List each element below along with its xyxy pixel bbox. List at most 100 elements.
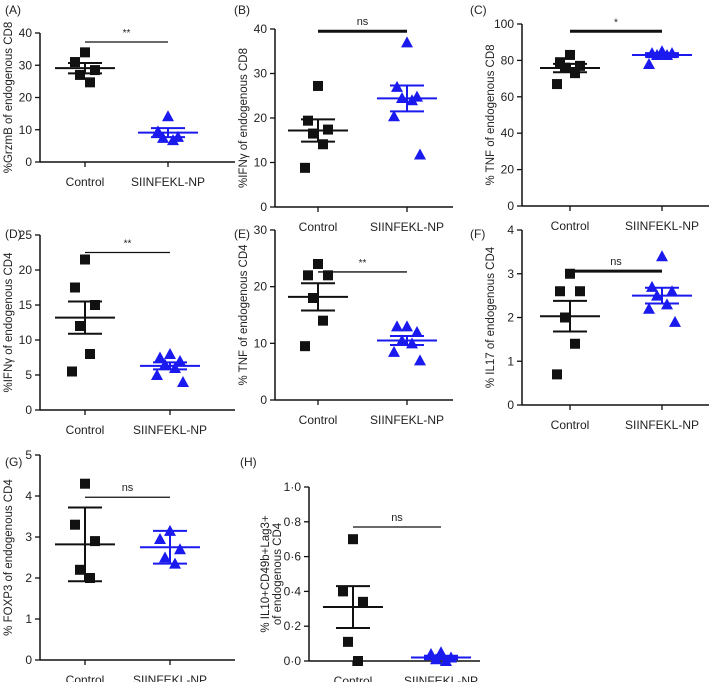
y-tick-label: 0 (260, 200, 267, 214)
y-tick-label: 10 (254, 156, 268, 170)
y-tick-label: 0·8 (284, 515, 302, 529)
y-tick-label: 0 (25, 403, 32, 417)
data-point-control (80, 478, 90, 489)
significance-label: ** (124, 239, 132, 250)
y-tick-label: 2 (25, 571, 32, 585)
data-point-control (565, 268, 575, 279)
significance-label: ns (610, 256, 622, 268)
x-tick-label: SIINFEKL-NP (133, 673, 207, 682)
data-point-control (303, 115, 313, 126)
panel-label: (E) (234, 227, 250, 241)
data-point-control (343, 636, 353, 647)
x-tick-label: Control (66, 175, 105, 189)
data-point-control (70, 519, 80, 530)
y-tick-label: 5 (25, 368, 32, 382)
data-point-treated (435, 646, 447, 658)
y-axis-label: % IL17 of endogenous CD4 (485, 246, 497, 388)
data-point-control (358, 596, 368, 607)
data-point-treated (643, 302, 655, 314)
panel-label: (F) (470, 227, 485, 241)
data-point-treated (440, 655, 452, 666)
y-axis-label: %IFNγ of endogenous CD8 (238, 48, 250, 188)
y-tick-label: 4 (507, 223, 514, 237)
panel-g: (G) 0 1 2 3 4 5 % FOXP3 of endogenous CD4 Contro… (3, 448, 235, 687)
y-tick-label: 0 (260, 393, 267, 407)
y-axis-label: %GrzmB of endogenous CD8 (3, 22, 15, 174)
panel-f: (F) 0 1 2 3 4 % IL17 of endogenous CD4 Control S… (470, 223, 709, 432)
significance-label: ns (391, 512, 403, 524)
data-point-control (570, 338, 580, 349)
y-tick-label: 40 (501, 126, 515, 140)
x-tick-label: SIINFEKL-NP (404, 674, 478, 682)
x-tick-label: SIINFEKL-NP (133, 423, 207, 437)
panel-label: (B) (234, 3, 250, 17)
y-tick-label: 0 (25, 155, 32, 169)
data-point-control (323, 270, 333, 281)
data-point-control (313, 259, 323, 269)
y-axis-label: of endogenous CD4 (272, 522, 284, 625)
x-tick-label: Control (551, 219, 590, 233)
panel-e: (E) 0 10 20 30 % TNF of endogenous CD4 Control… (234, 223, 453, 427)
data-point-control (552, 369, 562, 380)
data-point-control (80, 47, 90, 58)
y-tick-label: 3 (25, 530, 32, 544)
panel-label: (C) (470, 3, 487, 17)
significance-label: * (614, 17, 618, 28)
data-point-control (348, 534, 358, 545)
y-tick-label: 15 (19, 298, 33, 312)
data-point-treated (401, 36, 413, 48)
data-point-control (300, 341, 310, 352)
y-tick-label: 10 (254, 336, 268, 350)
y-tick-label: 20 (19, 263, 33, 277)
y-tick-label: 20 (19, 91, 33, 105)
data-point-control (308, 293, 318, 303)
y-tick-label: 60 (501, 90, 515, 104)
y-tick-label: 0 (507, 199, 514, 213)
data-point-control (555, 286, 565, 297)
x-tick-label: Control (66, 423, 105, 437)
x-tick-label: Control (551, 418, 590, 432)
y-tick-label: 20 (254, 111, 268, 125)
significance-label: ns (357, 16, 369, 28)
panel-d: (D) 0 5 10 15 20 25 %IFNγ of endogenous CD4 Cont… (3, 227, 235, 437)
data-point-treated (401, 320, 413, 332)
y-axis-label: % FOXP3 of endogenous CD4 (3, 479, 15, 636)
data-point-control (85, 349, 95, 359)
data-point-treated (162, 110, 174, 122)
panel-label: (G) (5, 455, 22, 469)
data-point-treated (411, 326, 423, 337)
data-point-treated (414, 354, 426, 366)
y-tick-label: 2 (507, 311, 514, 325)
data-point-treated (154, 351, 166, 363)
data-point-treated (388, 345, 400, 357)
data-point-control (313, 80, 323, 91)
data-point-control (338, 586, 348, 597)
data-point-control (575, 60, 585, 71)
data-point-treated (406, 94, 418, 106)
data-point-treated (669, 315, 681, 327)
data-point-control (300, 162, 310, 173)
significance-label: ** (359, 258, 367, 269)
y-tick-label: 0 (25, 653, 32, 667)
data-point-control (90, 300, 100, 310)
data-point-control (85, 77, 95, 88)
data-point-control (85, 573, 95, 583)
y-tick-label: 40 (19, 26, 33, 40)
data-point-control (560, 312, 570, 323)
data-point-treated (666, 285, 678, 297)
y-tick-label: 20 (501, 163, 515, 177)
data-point-control (75, 69, 85, 80)
x-tick-label: SIINFEKL-NP (131, 175, 205, 189)
y-axis-label: % IL10+CD49b+Lag3+ (260, 515, 272, 633)
y-tick-label: 0·6 (284, 550, 302, 564)
panel-a: (A) 0 10 20 30 40 %GrzmB of endogenous CD8 Cont… (3, 3, 235, 189)
data-point-control (575, 286, 585, 297)
y-tick-label: 0·4 (284, 584, 302, 598)
data-point-treated (167, 134, 179, 146)
x-tick-label: SIINFEKL-NP (625, 418, 699, 432)
y-tick-label: 1·0 (284, 480, 302, 494)
y-axis-label: % TNF of endogenous CD8 (485, 44, 497, 185)
x-tick-label: SIINFEKL-NP (625, 219, 699, 233)
y-tick-label: 40 (254, 22, 268, 36)
